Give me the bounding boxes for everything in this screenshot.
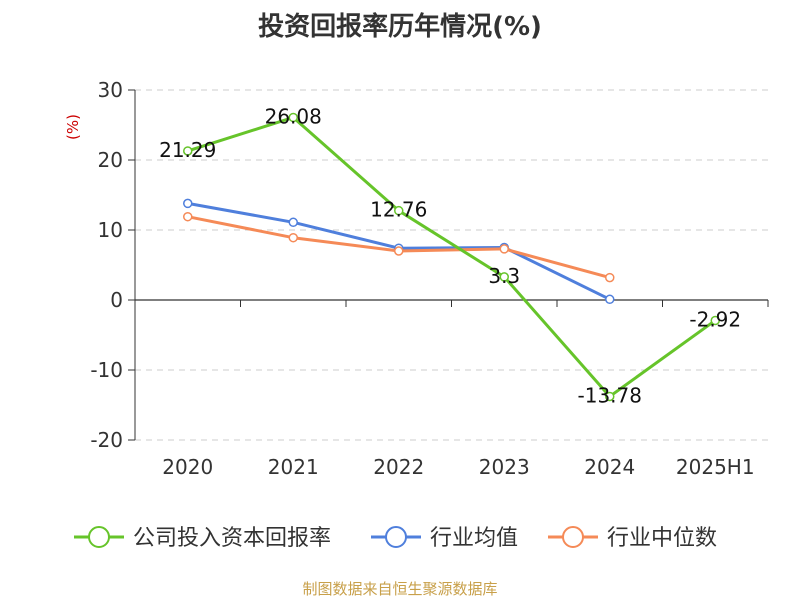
series-1-point-0[interactable] <box>183 198 193 209</box>
series-2 <box>183 211 615 283</box>
series-1-point-1[interactable] <box>288 217 298 228</box>
axes: 30 20 10 0 -10 -20 2020 2021 2022 2023 2024 2025H1 <box>90 78 769 479</box>
chart-title: 投资回报率历年情况(%) <box>258 11 542 42</box>
series-0-point-0[interactable] <box>183 146 193 156</box>
data-label-1: 26.08 <box>265 104 322 128</box>
data-label-2: 12.76 <box>370 198 427 222</box>
series-line-0 <box>187 115 717 398</box>
grid <box>135 89 768 441</box>
legend-label-1: 行业均值 <box>430 526 518 551</box>
series-0-point-5[interactable] <box>710 315 720 326</box>
y-tick-label-5: -20 <box>90 428 123 452</box>
x-tick-label-3: 2023 <box>479 455 530 479</box>
y-axis-unit: (%) <box>64 114 82 140</box>
legend-marker-2 <box>562 526 584 548</box>
series-0-point-4[interactable] <box>605 391 615 402</box>
series-0-point-1[interactable] <box>288 112 298 123</box>
data-label-4: -13.78 <box>578 383 642 407</box>
x-tick-label-2: 2022 <box>373 455 424 479</box>
y-tick-label-0: 30 <box>98 78 123 102</box>
series-2-point-2[interactable] <box>394 246 404 256</box>
data-label-5: -2.92 <box>689 307 741 331</box>
legend-label-2: 行业中位数 <box>607 526 717 551</box>
series-0 <box>183 112 720 402</box>
series-2-point-4[interactable] <box>605 272 615 283</box>
legend-item-0[interactable]: 公司投入资本回报率 <box>74 526 331 551</box>
data-labels: 21.29 26.08 12.76 3.3 -13.78 -2.92 <box>159 104 741 407</box>
y-tick-label-4: -10 <box>90 358 123 382</box>
legend-label-0: 公司投入资本回报率 <box>133 526 331 551</box>
data-label-0: 21.29 <box>159 138 216 162</box>
y-tick-label-3: 0 <box>110 288 123 312</box>
data-label-3: 3.3 <box>488 264 520 288</box>
legend: 公司投入资本回报率 行业均值 行业中位数 <box>74 526 717 551</box>
series-1-point-4[interactable] <box>605 294 615 305</box>
series-2-point-0[interactable] <box>183 211 193 222</box>
series <box>183 112 720 402</box>
x-tick-label-5: 2025H1 <box>676 455 755 479</box>
legend-item-1[interactable]: 行业均值 <box>371 526 518 551</box>
series-0-point-2[interactable] <box>394 205 404 216</box>
series-2-point-3[interactable] <box>499 244 509 254</box>
legend-item-2[interactable]: 行业中位数 <box>548 526 717 551</box>
y-tick-label-2: 10 <box>98 218 123 242</box>
series-2-point-1[interactable] <box>288 232 298 243</box>
x-tick-label-4: 2024 <box>584 455 635 479</box>
legend-marker-1 <box>385 526 407 548</box>
y-tick-label-1: 20 <box>98 148 123 172</box>
legend-marker-0 <box>88 526 110 548</box>
x-tick-label-0: 2020 <box>162 455 213 479</box>
series-0-point-3[interactable] <box>499 272 509 282</box>
source-note: 制图数据来自恒生聚源数据库 <box>302 580 497 598</box>
x-tick-label-1: 2021 <box>268 455 319 479</box>
